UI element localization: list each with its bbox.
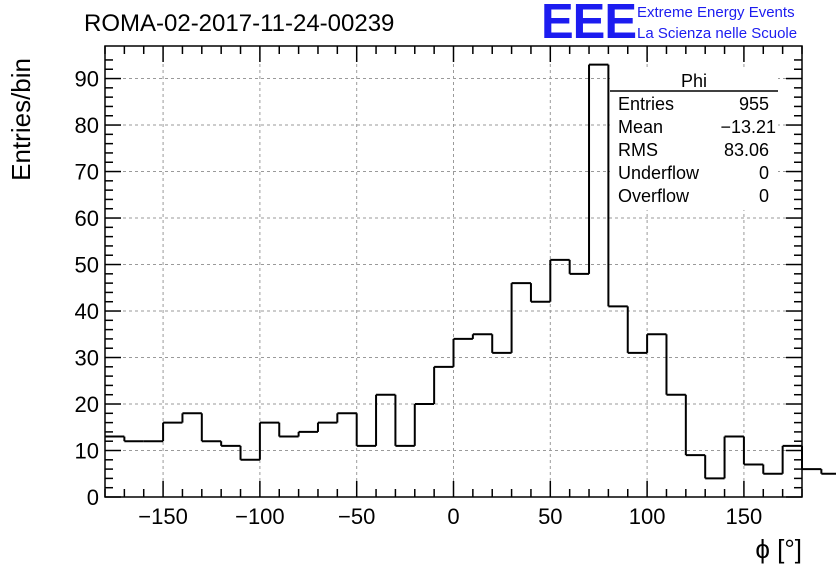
stats-row-value: 0 xyxy=(759,163,769,183)
stats-row-label: Overflow xyxy=(618,186,690,206)
x-tick-label: 100 xyxy=(629,504,666,529)
x-tick-label: −150 xyxy=(138,504,188,529)
y-tick-label: 40 xyxy=(75,299,99,324)
x-tick-label: −50 xyxy=(338,504,375,529)
stats-title: Phi xyxy=(681,71,707,91)
stats-row-value: 0 xyxy=(759,186,769,206)
y-tick-label: 60 xyxy=(75,206,99,231)
y-axis-label: Entries/bin xyxy=(6,58,36,181)
y-tick-labels: 0 10 20 30 40 50 60 70 80 90 xyxy=(75,67,99,510)
plot-frame xyxy=(104,45,803,498)
y-tick-label: 10 xyxy=(75,439,99,464)
stats-box-background xyxy=(610,70,778,210)
x-tick-label: 50 xyxy=(538,504,562,529)
y-tick-label: 90 xyxy=(75,67,99,92)
x-tick-labels: −150 −100 −50 0 50 100 150 xyxy=(138,504,762,529)
y-tick-label: 30 xyxy=(75,346,99,371)
chart-title: ROMA-02-2017-11-24-00239 xyxy=(84,10,395,37)
stats-box: Phi Entries 955 Mean −13.21 RMS 83.06 Un… xyxy=(610,70,778,210)
stats-row-label: Underflow xyxy=(618,163,700,183)
eee-logo: EEE xyxy=(541,0,637,49)
x-axis-label: ϕ [°] xyxy=(755,534,802,564)
stats-row-label: Mean xyxy=(618,117,663,137)
logo-subtitle-line1: Extreme Energy Events xyxy=(637,4,795,21)
y-tick-label: 0 xyxy=(87,485,99,510)
y-tick-label: 20 xyxy=(75,392,99,417)
stats-row-value: −13.21 xyxy=(720,117,776,137)
stats-row-value: 83.06 xyxy=(724,140,769,160)
logo-subtitle-line2: La Scienza nelle Scuole xyxy=(637,25,798,42)
axis-ticks xyxy=(104,46,803,498)
stats-row-label: RMS xyxy=(618,140,658,160)
y-tick-label: 70 xyxy=(75,160,99,185)
y-tick-label: 50 xyxy=(75,253,99,278)
stats-row-value: 955 xyxy=(739,94,769,114)
x-tick-label: −100 xyxy=(235,504,285,529)
histogram-bins xyxy=(105,63,836,480)
stats-row-label: Entries xyxy=(618,94,674,114)
x-tick-label: 150 xyxy=(726,504,763,529)
y-tick-label: 80 xyxy=(75,113,99,138)
x-tick-label: 0 xyxy=(447,504,459,529)
